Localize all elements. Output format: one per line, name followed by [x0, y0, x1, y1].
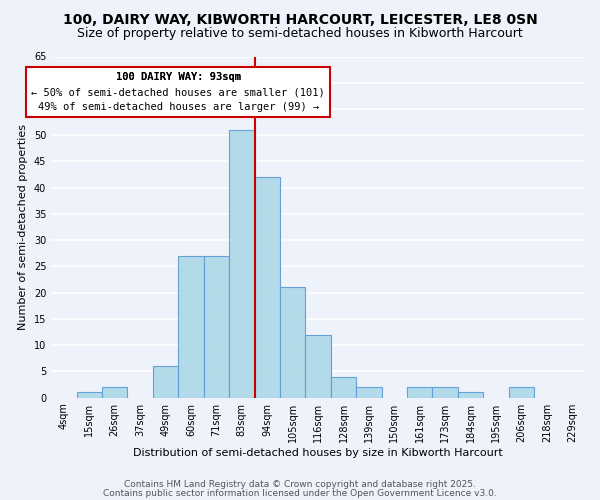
Bar — [433, 387, 458, 398]
Text: Size of property relative to semi-detached houses in Kibworth Harcourt: Size of property relative to semi-detach… — [77, 28, 523, 40]
Bar — [305, 334, 331, 398]
Bar — [203, 256, 229, 398]
Bar — [254, 177, 280, 398]
Text: Contains HM Land Registry data © Crown copyright and database right 2025.: Contains HM Land Registry data © Crown c… — [124, 480, 476, 489]
Text: 100 DAIRY WAY: 93sqm
← 50% of semi-detached houses are smaller (101)
49% of semi: 100 DAIRY WAY: 93sqm ← 50% of semi-detac… — [31, 72, 325, 112]
Bar — [509, 387, 534, 398]
Bar — [407, 387, 433, 398]
Y-axis label: Number of semi-detached properties: Number of semi-detached properties — [18, 124, 28, 330]
Text: Contains public sector information licensed under the Open Government Licence v3: Contains public sector information licen… — [103, 488, 497, 498]
Bar — [153, 366, 178, 398]
Bar — [458, 392, 484, 398]
Bar — [356, 387, 382, 398]
Bar — [280, 288, 305, 398]
Bar — [178, 256, 203, 398]
Bar — [102, 387, 127, 398]
X-axis label: Distribution of semi-detached houses by size in Kibworth Harcourt: Distribution of semi-detached houses by … — [133, 448, 503, 458]
Text: 100 DAIRY WAY: 93sqm: 100 DAIRY WAY: 93sqm — [116, 72, 241, 126]
Text: 100, DAIRY WAY, KIBWORTH HARCOURT, LEICESTER, LE8 0SN: 100, DAIRY WAY, KIBWORTH HARCOURT, LEICE… — [62, 12, 538, 26]
Bar — [77, 392, 102, 398]
Bar — [229, 130, 254, 398]
Bar — [331, 376, 356, 398]
